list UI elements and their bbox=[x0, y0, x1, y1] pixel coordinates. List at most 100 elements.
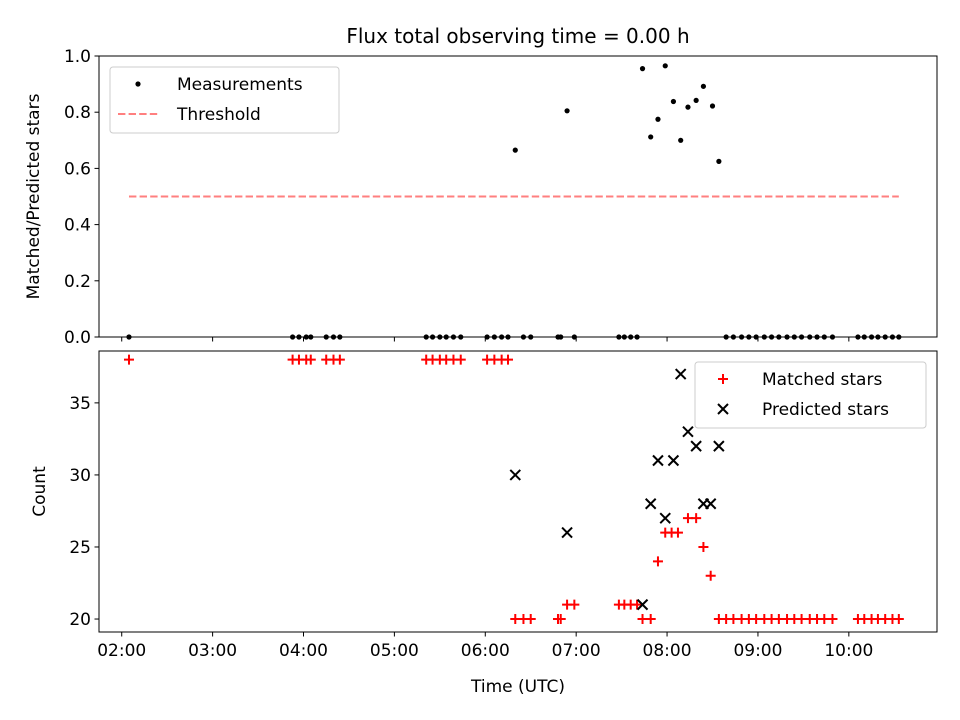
data-point bbox=[807, 334, 813, 340]
legend-swatch bbox=[135, 81, 141, 87]
data-point bbox=[776, 334, 782, 340]
legend: Measurements Threshold bbox=[109, 66, 340, 134]
x-axis-label: Time (UTC) bbox=[470, 677, 565, 697]
data-point bbox=[450, 334, 457, 340]
x-tick-label: 10:00 bbox=[824, 641, 873, 661]
data-point bbox=[746, 334, 752, 340]
data-point bbox=[716, 158, 722, 164]
data-point bbox=[682, 425, 694, 438]
data-point bbox=[713, 440, 725, 452]
data-point bbox=[303, 334, 309, 340]
plot-area bbox=[126, 63, 902, 340]
data-point bbox=[645, 614, 656, 625]
data-point bbox=[821, 334, 827, 340]
x-tick-label: 04:00 bbox=[279, 641, 328, 661]
legend-box bbox=[109, 66, 340, 134]
data-point bbox=[337, 334, 343, 340]
y-tick-label: 20 bbox=[69, 610, 91, 630]
data-point bbox=[632, 599, 643, 610]
legend-entry-threshold: Threshold bbox=[118, 105, 261, 125]
data-point bbox=[636, 598, 649, 611]
y-tick-label: 1.0 bbox=[64, 47, 91, 67]
data-point bbox=[709, 103, 716, 109]
data-point bbox=[528, 334, 534, 340]
x-tick-label: 08:00 bbox=[643, 641, 692, 661]
legend-box bbox=[694, 361, 927, 429]
data-point bbox=[334, 354, 345, 365]
data-point bbox=[520, 334, 527, 340]
data-point bbox=[829, 334, 836, 340]
y-tick-label: 35 bbox=[69, 394, 91, 414]
data-point bbox=[882, 334, 888, 340]
data-point bbox=[814, 334, 820, 340]
data-point bbox=[704, 498, 717, 510]
data-point bbox=[693, 97, 699, 103]
y-tick-label: 0.2 bbox=[64, 272, 91, 292]
legend-swatch bbox=[718, 374, 728, 384]
data-point bbox=[555, 614, 566, 625]
data-point bbox=[791, 334, 797, 340]
x-tick-label: 05:00 bbox=[370, 641, 419, 661]
data-point bbox=[896, 334, 902, 340]
axes-frame bbox=[98, 55, 938, 338]
legend: Matched stars Predicted stars bbox=[694, 361, 927, 429]
data-point bbox=[730, 334, 737, 340]
data-point bbox=[678, 137, 684, 143]
y-axis-label: Matched/Predicted stars bbox=[24, 93, 44, 299]
data-point bbox=[499, 334, 505, 340]
x-tick-label: 06:00 bbox=[461, 641, 510, 661]
data-point bbox=[437, 334, 443, 340]
x-tick-label: 03:00 bbox=[188, 641, 237, 661]
data-point bbox=[308, 334, 314, 340]
data-point bbox=[491, 334, 497, 340]
y-axis-label: Count bbox=[30, 466, 50, 517]
data-point bbox=[305, 354, 316, 365]
data-point bbox=[512, 147, 518, 153]
legend-entry-predicted-stars: Predicted stars bbox=[717, 400, 889, 420]
data-point bbox=[484, 334, 490, 340]
y-tick-label: 0.8 bbox=[64, 103, 91, 123]
data-point bbox=[616, 334, 622, 340]
data-point bbox=[634, 334, 640, 340]
legend-swatch bbox=[717, 403, 729, 415]
series-predicted-stars bbox=[509, 368, 725, 611]
data-point bbox=[296, 334, 302, 340]
data-point bbox=[525, 614, 536, 625]
data-point bbox=[674, 368, 687, 380]
series-measurements bbox=[126, 63, 902, 340]
data-point bbox=[561, 526, 573, 539]
data-point bbox=[705, 570, 716, 581]
data-point bbox=[639, 66, 646, 72]
data-point bbox=[667, 454, 680, 467]
data-point bbox=[875, 334, 881, 340]
data-point bbox=[784, 334, 790, 340]
data-point bbox=[628, 334, 634, 340]
data-point bbox=[621, 334, 627, 340]
data-point bbox=[889, 334, 896, 340]
y-tick-label: 0.4 bbox=[64, 216, 91, 236]
legend-entry-measurements: Measurements bbox=[135, 75, 303, 95]
y-tick-label: 0.6 bbox=[64, 159, 91, 179]
data-point bbox=[670, 98, 677, 105]
data-point bbox=[723, 334, 729, 340]
data-point bbox=[423, 334, 429, 340]
data-point bbox=[868, 334, 875, 340]
data-point bbox=[652, 556, 663, 567]
data-point bbox=[458, 334, 464, 340]
data-point bbox=[659, 512, 671, 524]
bottom-panel: 20 25 30 35 02:00 03:00 04:00 05:00 06:00 07:00 08… bbox=[30, 350, 938, 697]
data-point bbox=[698, 541, 709, 552]
plot-area bbox=[123, 354, 904, 625]
chart-title: Flux total observing time = 0.00 h bbox=[346, 24, 689, 48]
data-point bbox=[685, 104, 691, 110]
data-point bbox=[648, 134, 654, 140]
data-point bbox=[662, 63, 668, 69]
data-point bbox=[509, 469, 521, 481]
legend-label: Matched stars bbox=[762, 370, 882, 390]
data-point bbox=[644, 498, 657, 510]
legend-entry-matched-stars: Matched stars bbox=[718, 370, 882, 390]
series-matched-stars bbox=[123, 354, 904, 625]
x-tick-label: 09:00 bbox=[733, 641, 782, 661]
data-point bbox=[443, 334, 449, 340]
